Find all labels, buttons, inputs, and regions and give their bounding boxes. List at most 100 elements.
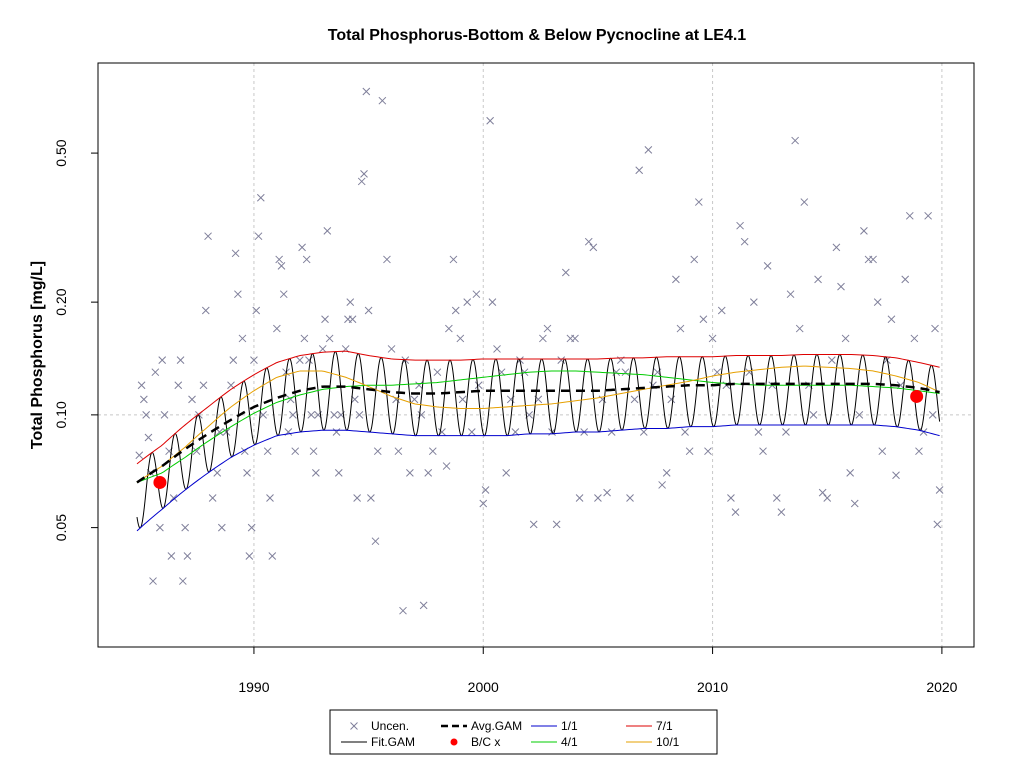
legend-box [329,709,718,755]
chart-title: Total Phosphorus-Bottom & Below Pycnocli… [328,27,747,44]
cross-stroke [731,508,740,516]
cross-stroke [667,395,676,404]
cross-stroke [479,499,488,508]
uncensored-point [672,275,680,284]
uncensored-point [142,411,151,419]
uncensored-point [905,211,914,220]
uncensored-point [786,290,795,299]
uncensored-point [589,243,598,252]
cross-stroke [855,411,864,419]
uncensored-point [362,87,371,96]
uncensored-point [259,411,267,419]
uncensored-point [539,334,547,343]
cross-stroke [428,447,437,456]
uncensored-point [291,447,300,456]
x-tick-label: 2000 [468,679,499,695]
cross-stroke [814,275,822,284]
uncensored-point [243,469,251,477]
cross-stroke [266,494,274,502]
cross-stroke [818,488,827,497]
uncensored-point [357,177,366,186]
cross-stroke [603,488,611,497]
cross-stroke [268,552,277,560]
y-tick-label: 0.05 [53,514,69,541]
cross-stroke [250,356,258,364]
cross-stroke [273,324,281,333]
cross-stroke [174,381,183,390]
cross-stroke [626,494,634,502]
uncensored-point [208,494,217,502]
uncensored-point [621,368,630,377]
uncensored-point [140,395,148,404]
cross-stroke [786,290,795,299]
cross-stroke [213,469,222,477]
uncensored-point [309,447,318,456]
uncensored-point [878,447,887,456]
cross-stroke [644,146,653,154]
legend: Uncen. Fit.GAM Avg.GAM B/C x 1/1 4/1 7/1 10/1 [329,709,718,755]
uncensored-point [552,520,561,529]
uncensored-point [681,428,689,436]
cross-stroke [552,520,561,529]
uncensored-point [300,334,309,343]
uncensored-point [387,345,396,353]
legend-item: 1/1 [531,719,578,733]
uncensored-point [215,428,224,436]
uncensored-point [827,356,836,364]
uncensored-point [594,494,602,502]
cross-stroke [364,306,373,315]
cross-stroke [910,334,919,343]
cross-stroke [399,606,407,615]
cross-stroke [247,523,256,532]
uncensored-point [740,237,749,246]
cross-stroke [472,290,481,299]
uncensored-point [795,324,804,333]
legend-label: 10/1 [656,735,680,749]
fit-gam-line [136,351,941,529]
cross-stroke [222,428,231,436]
cross-stroke [234,290,242,299]
cross-stroke [791,136,799,145]
cross-stroke [406,469,414,477]
cross-stroke [362,87,371,96]
uncensored-point [383,255,391,264]
cross-stroke [740,237,749,246]
cross-stroke [415,381,423,390]
y-axis: 0.05 0.10 0.20 0.50 [53,139,99,541]
cross-stroke [749,298,758,306]
cross-stroke [486,116,494,125]
cross-stroke [275,255,284,264]
uncensored-point [213,469,222,477]
uncensored-point [603,488,611,497]
uncensored-point [188,395,196,404]
cross-stroke [727,494,735,502]
uncensored-point [176,356,185,364]
cross-stroke [367,494,375,502]
uncensored-point [472,290,481,299]
cross-stroke [332,428,341,436]
uncensored-point [543,324,552,333]
uncensored-point [571,334,579,343]
cross-stroke [896,381,905,390]
uncensored-point [749,298,758,306]
cross-stroke [458,395,467,404]
cross-stroke [300,334,309,343]
cross-stroke [433,368,442,377]
uncensored-point [394,447,403,456]
plot-frame [97,62,975,648]
cross-stroke [635,166,644,175]
cross-stroke [419,601,428,610]
uncensored-point [298,243,306,252]
bc-point [153,475,167,489]
uncensored-point [841,334,850,343]
cross-stroke [231,249,240,258]
cross-stroke [142,411,151,419]
cross-stroke [373,447,382,456]
cross-stroke [837,282,845,291]
uncensored-point [442,462,451,470]
uncensored-point [607,428,616,436]
uncensored-point [488,298,497,306]
uncensored-point [832,243,841,252]
uncensored-point [181,523,189,532]
